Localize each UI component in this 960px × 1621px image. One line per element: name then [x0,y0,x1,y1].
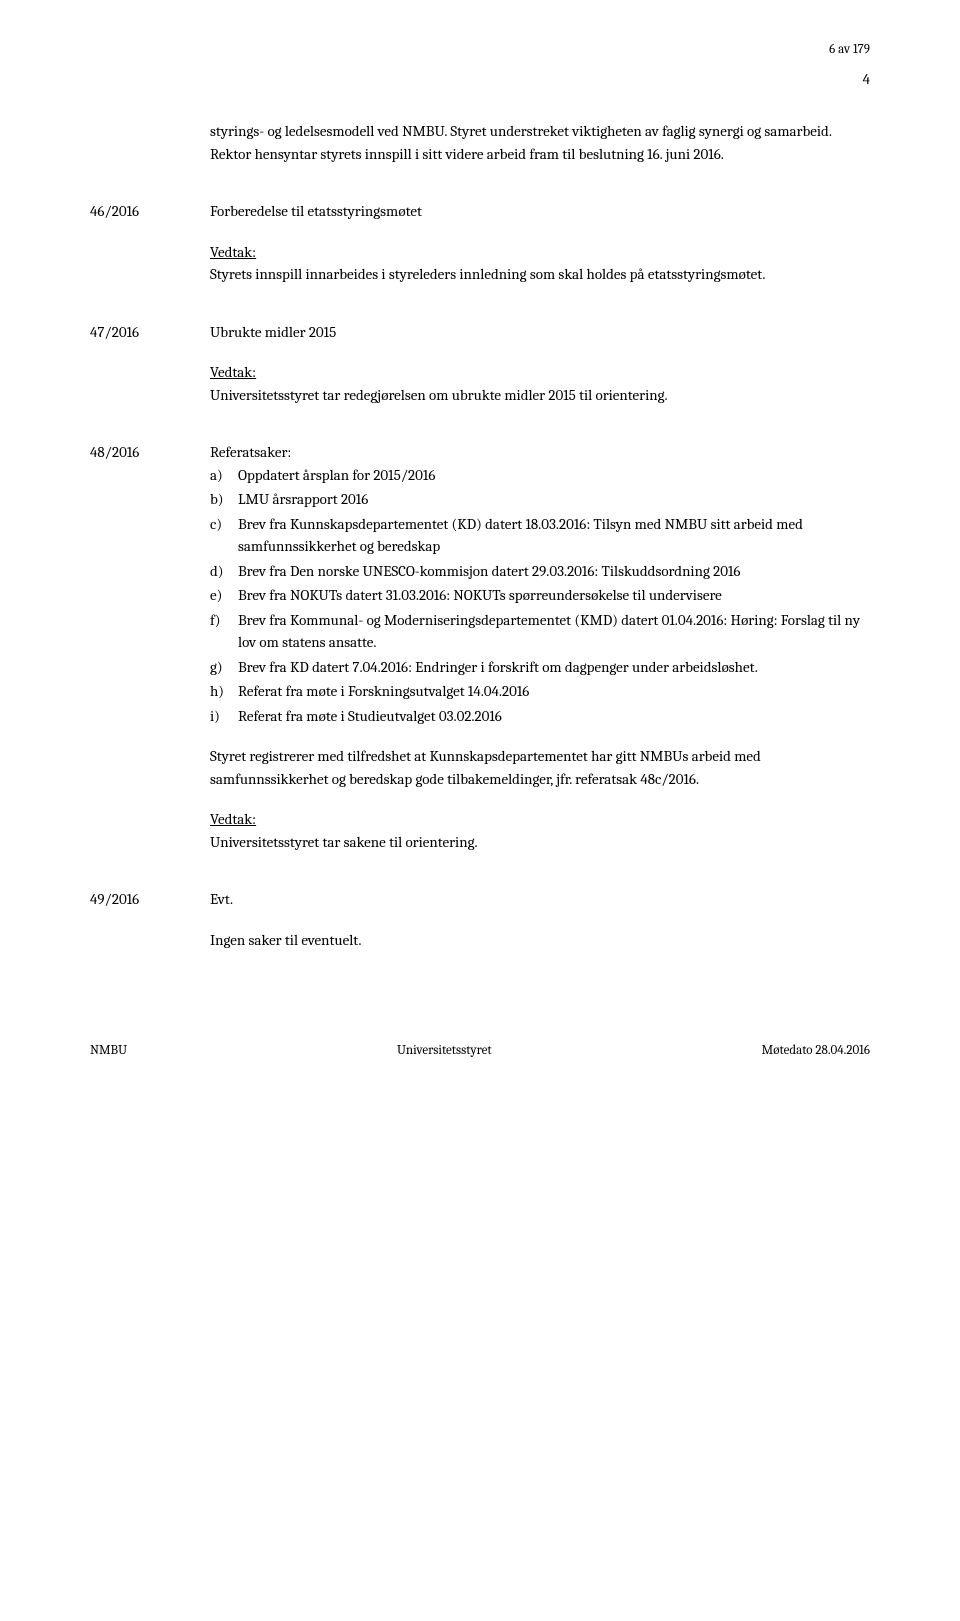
list-marker: i) [210,705,220,728]
case-title-49: Evt. [210,888,870,911]
list-text: Oppdatert årsplan for 2015/2016 [238,466,435,484]
list-marker: h) [210,680,224,703]
intro-paragraph: styrings- og ledelsesmodell ved NMBU. St… [210,120,870,165]
list-item: b)LMU årsrapport 2016 [238,488,870,511]
case-title-47: Ubrukte midler 2015 [210,321,870,344]
list-item: c)Brev fra Kunnskapsdepartementet (KD) d… [238,513,870,558]
list-text: Brev fra Den norske UNESCO-kommisjon dat… [238,562,740,580]
list-item: e)Brev fra NOKUTs datert 31.03.2016: NOK… [238,584,870,607]
list-marker: a) [210,464,223,487]
list-marker: b) [210,488,224,511]
footer-left: NMBU [90,1041,127,1061]
list-text: Referat fra møte i Studieutvalget 03.02.… [238,707,502,725]
list-item: g)Brev fra KD datert 7.04.2016: Endringe… [238,656,870,679]
list-marker: f) [210,609,220,632]
vedtak-text-46: Styrets innspill innarbeides i styrelede… [210,263,870,286]
vedtak-label-47: Vedtak: [210,361,870,384]
vedtak-text-48: Universitetsstyret tar sakene til orient… [210,831,870,854]
list-text: Brev fra KD datert 7.04.2016: Endringer … [238,658,758,676]
case-number-48: 48/2016 [90,441,210,464]
list-text: Referat fra møte i Forskningsutvalget 14… [238,682,529,700]
list-text: LMU årsrapport 2016 [238,490,368,508]
list-item: d)Brev fra Den norske UNESCO-kommisjon d… [238,560,870,583]
page-marker: 6 av 179 [90,40,870,60]
case-number-47: 47/2016 [90,321,210,344]
list-text: Brev fra Kunnskapsdepartementet (KD) dat… [238,515,803,556]
section-46: 46/2016 Forberedelse til etatsstyringsmø… [90,200,870,286]
referatsaker-list: a)Oppdatert årsplan for 2015/2016 b)LMU … [210,464,870,728]
list-marker: d) [210,560,224,583]
list-marker: c) [210,513,222,536]
vedtak-label-46: Vedtak: [210,241,870,264]
vedtak-text-47: Universitetsstyret tar redegjørelsen om … [210,384,870,407]
section-48-paragraph: Styret registrerer med tilfredshet at Ku… [210,745,870,790]
page-number: 4 [90,68,870,91]
section-49: 49/2016 Evt. Ingen saker til eventuelt. [90,888,870,951]
vedtak-label-48: Vedtak: [210,808,870,831]
list-item: a)Oppdatert årsplan for 2015/2016 [238,464,870,487]
list-item: h)Referat fra møte i Forskningsutvalget … [238,680,870,703]
list-item: f)Brev fra Kommunal- og Moderniseringsde… [238,609,870,654]
section-48: 48/2016 Referatsaker: a)Oppdatert årspla… [90,441,870,853]
list-item: i)Referat fra møte i Studieutvalget 03.0… [238,705,870,728]
case-number-46: 46/2016 [90,200,210,223]
case-title-48: Referatsaker: [210,441,870,464]
section-47: 47/2016 Ubrukte midler 2015 Vedtak: Univ… [90,321,870,407]
list-marker: g) [210,656,223,679]
case-number-49: 49/2016 [90,888,210,911]
case-text-49: Ingen saker til eventuelt. [210,929,870,952]
list-text: Brev fra NOKUTs datert 31.03.2016: NOKUT… [238,586,722,604]
page-footer: NMBU Universitetsstyret Møtedato 28.04.2… [90,1041,870,1061]
case-title-46: Forberedelse til etatsstyringsmøtet [210,200,870,223]
footer-right: Møtedato 28.04.2016 [762,1041,870,1061]
list-marker: e) [210,584,222,607]
list-text: Brev fra Kommunal- og Moderniseringsdepa… [238,611,860,652]
footer-center: Universitetsstyret [397,1041,492,1061]
